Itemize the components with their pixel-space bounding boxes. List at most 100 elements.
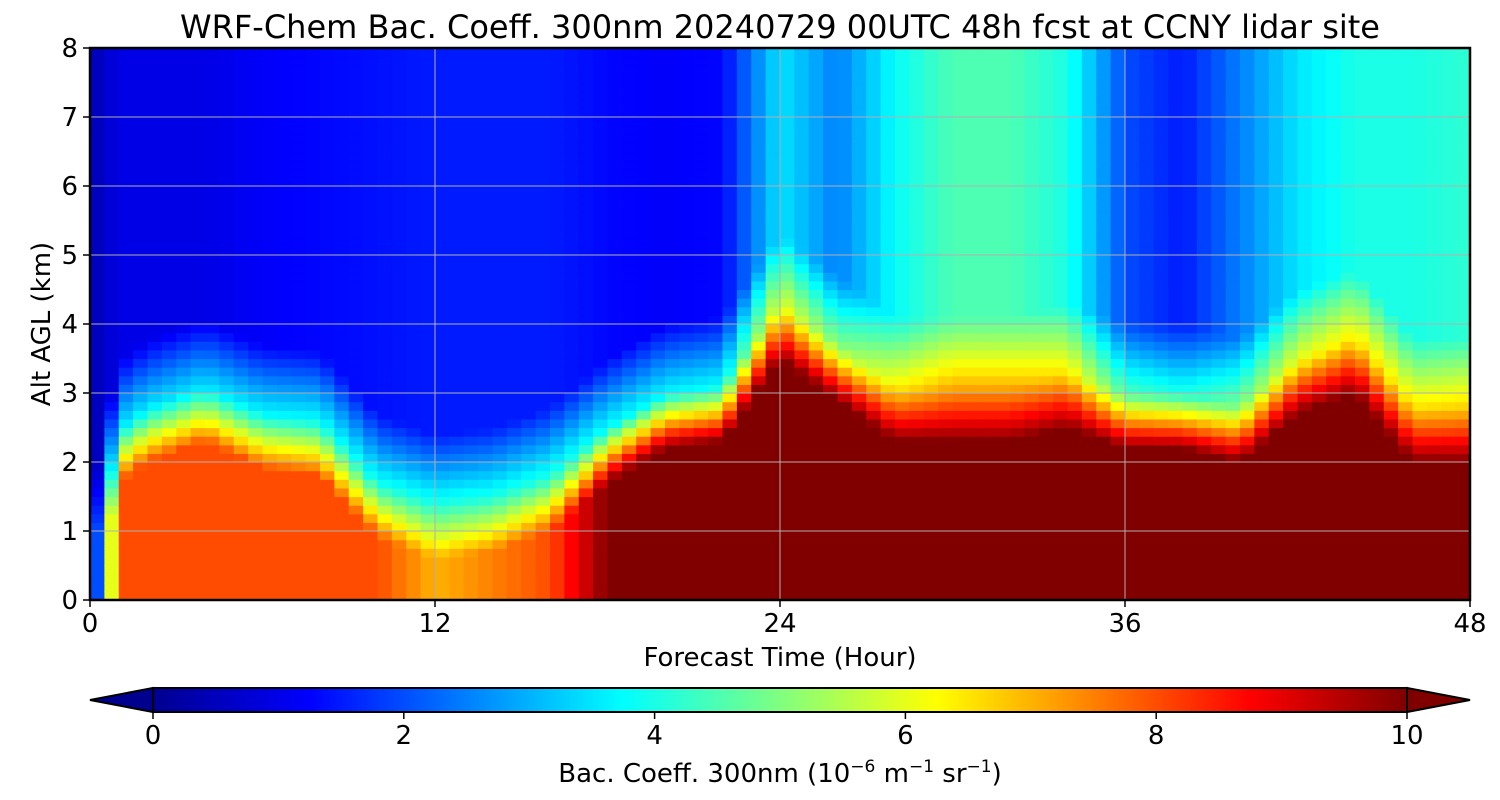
heatmap-cell: [823, 367, 839, 377]
heatmap-cell: [176, 117, 192, 127]
heatmap-cell: [1110, 65, 1126, 75]
heatmap-cell: [938, 117, 954, 127]
heatmap-cell: [233, 539, 249, 549]
heatmap-cell: [463, 324, 479, 334]
heatmap-cell: [1153, 280, 1169, 291]
heatmap-cell: [219, 289, 235, 299]
heatmap-cell: [348, 142, 364, 153]
heatmap-cell: [823, 539, 839, 549]
heatmap-cell: [262, 298, 278, 308]
heatmap-cell: [262, 582, 278, 592]
heatmap-cell: [708, 246, 724, 256]
heatmap-cell: [736, 324, 752, 334]
heatmap-cell: [1081, 410, 1097, 420]
heatmap-cell: [1168, 548, 1184, 558]
heatmap-cell: [564, 487, 580, 498]
heatmap-cell: [391, 99, 407, 109]
heatmap-cell: [1053, 384, 1069, 394]
heatmap-cell: [133, 375, 149, 385]
heatmap-cell: [765, 211, 781, 222]
heatmap-cell: [176, 479, 192, 489]
heatmap-cell: [161, 99, 177, 109]
heatmap-cell: [981, 513, 997, 523]
heatmap-cell: [751, 453, 767, 463]
heatmap-cell: [118, 177, 134, 187]
heatmap-cell: [1139, 332, 1155, 342]
heatmap-cell: [823, 177, 839, 187]
heatmap-cell: [880, 246, 896, 256]
heatmap-cell: [1010, 134, 1025, 144]
heatmap-cell: [679, 349, 695, 360]
heatmap-cell: [391, 220, 407, 230]
heatmap-cell: [449, 591, 465, 600]
heatmap-cell: [564, 125, 580, 135]
heatmap-cell: [233, 522, 249, 532]
heatmap-cell: [305, 142, 321, 153]
heatmap-cell: [578, 556, 594, 567]
heatmap-cell: [621, 470, 637, 480]
heatmap-cell: [736, 418, 752, 429]
heatmap-cell: [621, 142, 637, 153]
heatmap-cell: [981, 48, 997, 58]
heatmap-cell: [205, 324, 220, 334]
heatmap-cell: [104, 418, 120, 429]
heatmap-cell: [722, 582, 738, 592]
heatmap-cell: [966, 186, 982, 196]
heatmap-cell: [679, 470, 695, 480]
heatmap-cell: [90, 375, 105, 385]
heatmap-cell: [966, 142, 982, 153]
heatmap-cell: [420, 125, 436, 135]
heatmap-cell: [248, 298, 264, 308]
heatmap-cell: [435, 367, 450, 377]
heatmap-cell: [147, 591, 163, 600]
heatmap-cell: [1153, 246, 1169, 256]
heatmap-cell: [880, 574, 896, 584]
heatmap-cell: [406, 324, 422, 334]
heatmap-cell: [995, 349, 1011, 360]
heatmap-cell: [1096, 470, 1112, 480]
heatmap-cell: [923, 263, 939, 273]
heatmap-cell: [851, 82, 867, 92]
heatmap-cell: [995, 427, 1011, 437]
heatmap-cell: [1096, 341, 1112, 351]
heatmap-cell: [147, 237, 163, 247]
heatmap-cell: [233, 332, 249, 342]
heatmap-cell: [406, 73, 422, 84]
heatmap-cell: [981, 211, 997, 222]
heatmap-cell: [564, 349, 580, 360]
heatmap-cell: [1168, 211, 1184, 222]
heatmap-cell: [435, 306, 450, 316]
heatmap-cell: [118, 65, 134, 75]
heatmap-cell: [1168, 591, 1184, 600]
heatmap-cell: [952, 522, 968, 532]
heatmap-cell: [895, 211, 910, 222]
heatmap-cell: [995, 280, 1011, 291]
heatmap-cell: [880, 48, 896, 58]
heatmap-cell: [219, 479, 235, 489]
heatmap-cell: [190, 410, 206, 420]
heatmap-cell: [1067, 82, 1083, 92]
heatmap-cell: [176, 203, 192, 213]
heatmap-cell: [880, 117, 896, 127]
heatmap-cell: [420, 48, 436, 58]
heatmap-cell: [607, 375, 623, 385]
heatmap-cell: [1024, 186, 1040, 196]
heatmap-cell: [794, 513, 810, 523]
heatmap-cell: [492, 142, 508, 153]
heatmap-cell: [334, 444, 350, 454]
heatmap-cell: [665, 117, 680, 127]
heatmap-cell: [406, 306, 422, 316]
heatmap-cell: [320, 539, 335, 549]
heatmap-cell: [377, 591, 393, 600]
heatmap-cell: [492, 91, 508, 101]
heatmap-cell: [348, 513, 364, 523]
heatmap-cell: [506, 134, 522, 144]
heatmap-cell: [593, 194, 609, 204]
heatmap-cell: [851, 48, 867, 58]
heatmap-cell: [564, 410, 580, 420]
heatmap-cell: [492, 496, 508, 506]
heatmap-cell: [966, 410, 982, 420]
heatmap-cell: [593, 470, 609, 480]
heatmap-cell: [233, 556, 249, 567]
heatmap-cell: [751, 186, 767, 196]
